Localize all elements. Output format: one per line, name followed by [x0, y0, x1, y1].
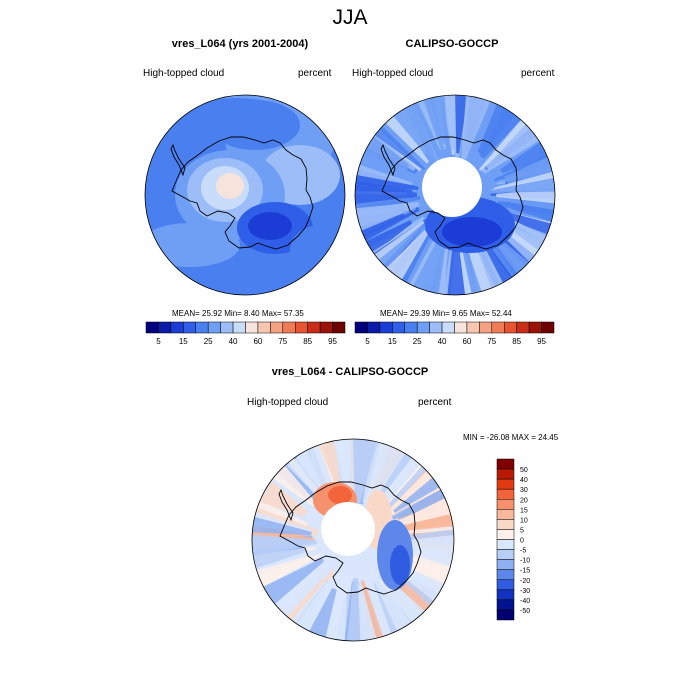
colorbar-swatch: [416, 321, 430, 334]
colorbar-tick-label: 85: [303, 337, 312, 346]
colorbar-tick-label: 25: [204, 337, 213, 346]
colorbar-swatch: [220, 321, 234, 334]
colorbar-tick-label: 0: [520, 538, 524, 545]
panel-3-map: [251, 438, 455, 642]
colorbar-swatch: [183, 321, 196, 334]
colorbar-swatch: [496, 549, 515, 560]
colorbar-tick-label: 40: [438, 337, 447, 346]
colorbar-tick-label: 60: [462, 337, 471, 346]
colorbar-swatch: [496, 599, 515, 611]
panel-1-stats: MEAN= 25.92 Min= 8.40 Max= 57.35: [172, 309, 304, 318]
colorbar-tick-label: 95: [328, 337, 337, 346]
colorbar-swatch: [270, 321, 284, 334]
colorbar-swatch: [496, 458, 515, 470]
colorbar-tick-label: -40: [520, 598, 530, 605]
colorbar-swatch: [454, 321, 468, 334]
colorbar-swatch: [496, 529, 515, 540]
colorbar-tick-label: 5: [365, 337, 370, 346]
panel-2-right-label: percent: [521, 68, 555, 79]
panel-1-title: vres_L064 (yrs 2001-2004): [171, 38, 309, 50]
panel-1-map: [144, 94, 346, 296]
colorbar-swatch: [429, 321, 443, 334]
colorbar-tick-label: 60: [253, 337, 262, 346]
colorbar-swatch: [496, 519, 515, 530]
colorbar-swatch: [170, 321, 184, 334]
colorbar-tick-label: 50: [520, 467, 528, 474]
colorbar-swatch: [496, 468, 515, 480]
colorbar-swatch: [367, 321, 381, 334]
colorbar-swatch: [479, 321, 493, 334]
colorbar-tick-label: 30: [520, 487, 528, 494]
colorbar-swatch: [516, 321, 530, 334]
colorbar-tick-label: 5: [156, 337, 161, 346]
colorbar-swatch: [232, 321, 246, 334]
colorbar-tick-label: -50: [520, 608, 530, 615]
colorbar-swatch: [158, 321, 172, 334]
colorbar-swatch: [145, 321, 159, 334]
panel-1-left-label: High-topped cloud: [143, 68, 225, 79]
panel-3-stats: MIN = -26.08 MAX = 24.45: [463, 433, 559, 442]
panel-2-map: [354, 94, 556, 296]
colorbar-swatch: [379, 321, 393, 334]
colorbar-swatch: [496, 488, 515, 500]
colorbar-swatch: [245, 321, 259, 334]
colorbar-tick-label: 15: [388, 337, 397, 346]
colorbar-tick-label: 40: [229, 337, 238, 346]
colorbar-tick-label: 15: [179, 337, 188, 346]
colorbar-tick-label: 20: [520, 497, 528, 504]
colorbar-swatch: [354, 321, 368, 334]
colorbar-swatch: [195, 321, 209, 334]
panel-2-stats: MEAN= 29.39 Min= 9.65 Max= 52.44: [380, 309, 512, 318]
colorbar-swatch: [496, 499, 515, 510]
colorbar-swatch: [504, 321, 517, 334]
colorbar-tick-label: -15: [520, 568, 530, 575]
panel-1-right-label: percent: [298, 68, 332, 79]
colorbar-swatch: [496, 569, 515, 580]
colorbar-tick-label: 10: [520, 517, 528, 524]
colorbar-tick-label: 85: [512, 337, 521, 346]
colorbar-tick-label: 40: [520, 477, 528, 484]
colorbar-tick-label: -10: [520, 558, 530, 565]
colorbar-swatch: [496, 609, 515, 621]
colorbar-swatch: [466, 321, 480, 334]
panel-3-right-label: percent: [418, 397, 452, 408]
colorbar-tick-label: -20: [520, 578, 530, 585]
colorbar-swatch: [392, 321, 405, 334]
colorbar-swatch: [257, 321, 271, 334]
colorbar-tick-label: 15: [520, 507, 528, 514]
panel-2-colorbar: 5 15 25 40 60 75 85 95: [354, 321, 555, 346]
colorbar-swatch: [207, 321, 221, 334]
panel-2-title: CALIPSO-GOCCP: [405, 38, 499, 50]
colorbar-swatch: [496, 579, 515, 591]
colorbar-swatch: [307, 321, 321, 334]
panel-3-title: vres_L064 - CALIPSO-GOCCP: [271, 366, 429, 378]
colorbar-tick-label: 25: [413, 337, 422, 346]
colorbar-swatch: [295, 321, 308, 334]
colorbar-swatch: [319, 321, 333, 334]
colorbar-tick-label: 5: [520, 527, 524, 534]
colorbar-swatch: [496, 509, 515, 520]
colorbar-swatch: [496, 478, 515, 490]
colorbar-swatch: [491, 321, 505, 334]
colorbar-swatch: [496, 539, 515, 550]
colorbar-swatch: [541, 321, 555, 334]
colorbar-tick-label: 75: [487, 337, 496, 346]
colorbar-swatch: [528, 321, 542, 334]
panel-1-colorbar: 5 15 25 40 60 75 85 95: [145, 321, 346, 346]
colorbar-swatch: [441, 321, 455, 334]
colorbar-swatch: [332, 321, 346, 334]
colorbar-tick-label: 95: [537, 337, 546, 346]
colorbar-tick-label: -30: [520, 588, 530, 595]
figure-title: JJA: [332, 6, 368, 29]
panel-3-left-label: High-topped cloud: [247, 397, 329, 408]
panel-2-left-label: High-topped cloud: [352, 68, 434, 79]
colorbar-swatch: [496, 589, 515, 601]
colorbar-tick-label: -5: [520, 548, 526, 555]
colorbar-swatch: [404, 321, 418, 334]
colorbar-tick-label: 75: [278, 337, 287, 346]
colorbar-swatch: [282, 321, 296, 334]
colorbar-swatch: [496, 559, 515, 570]
